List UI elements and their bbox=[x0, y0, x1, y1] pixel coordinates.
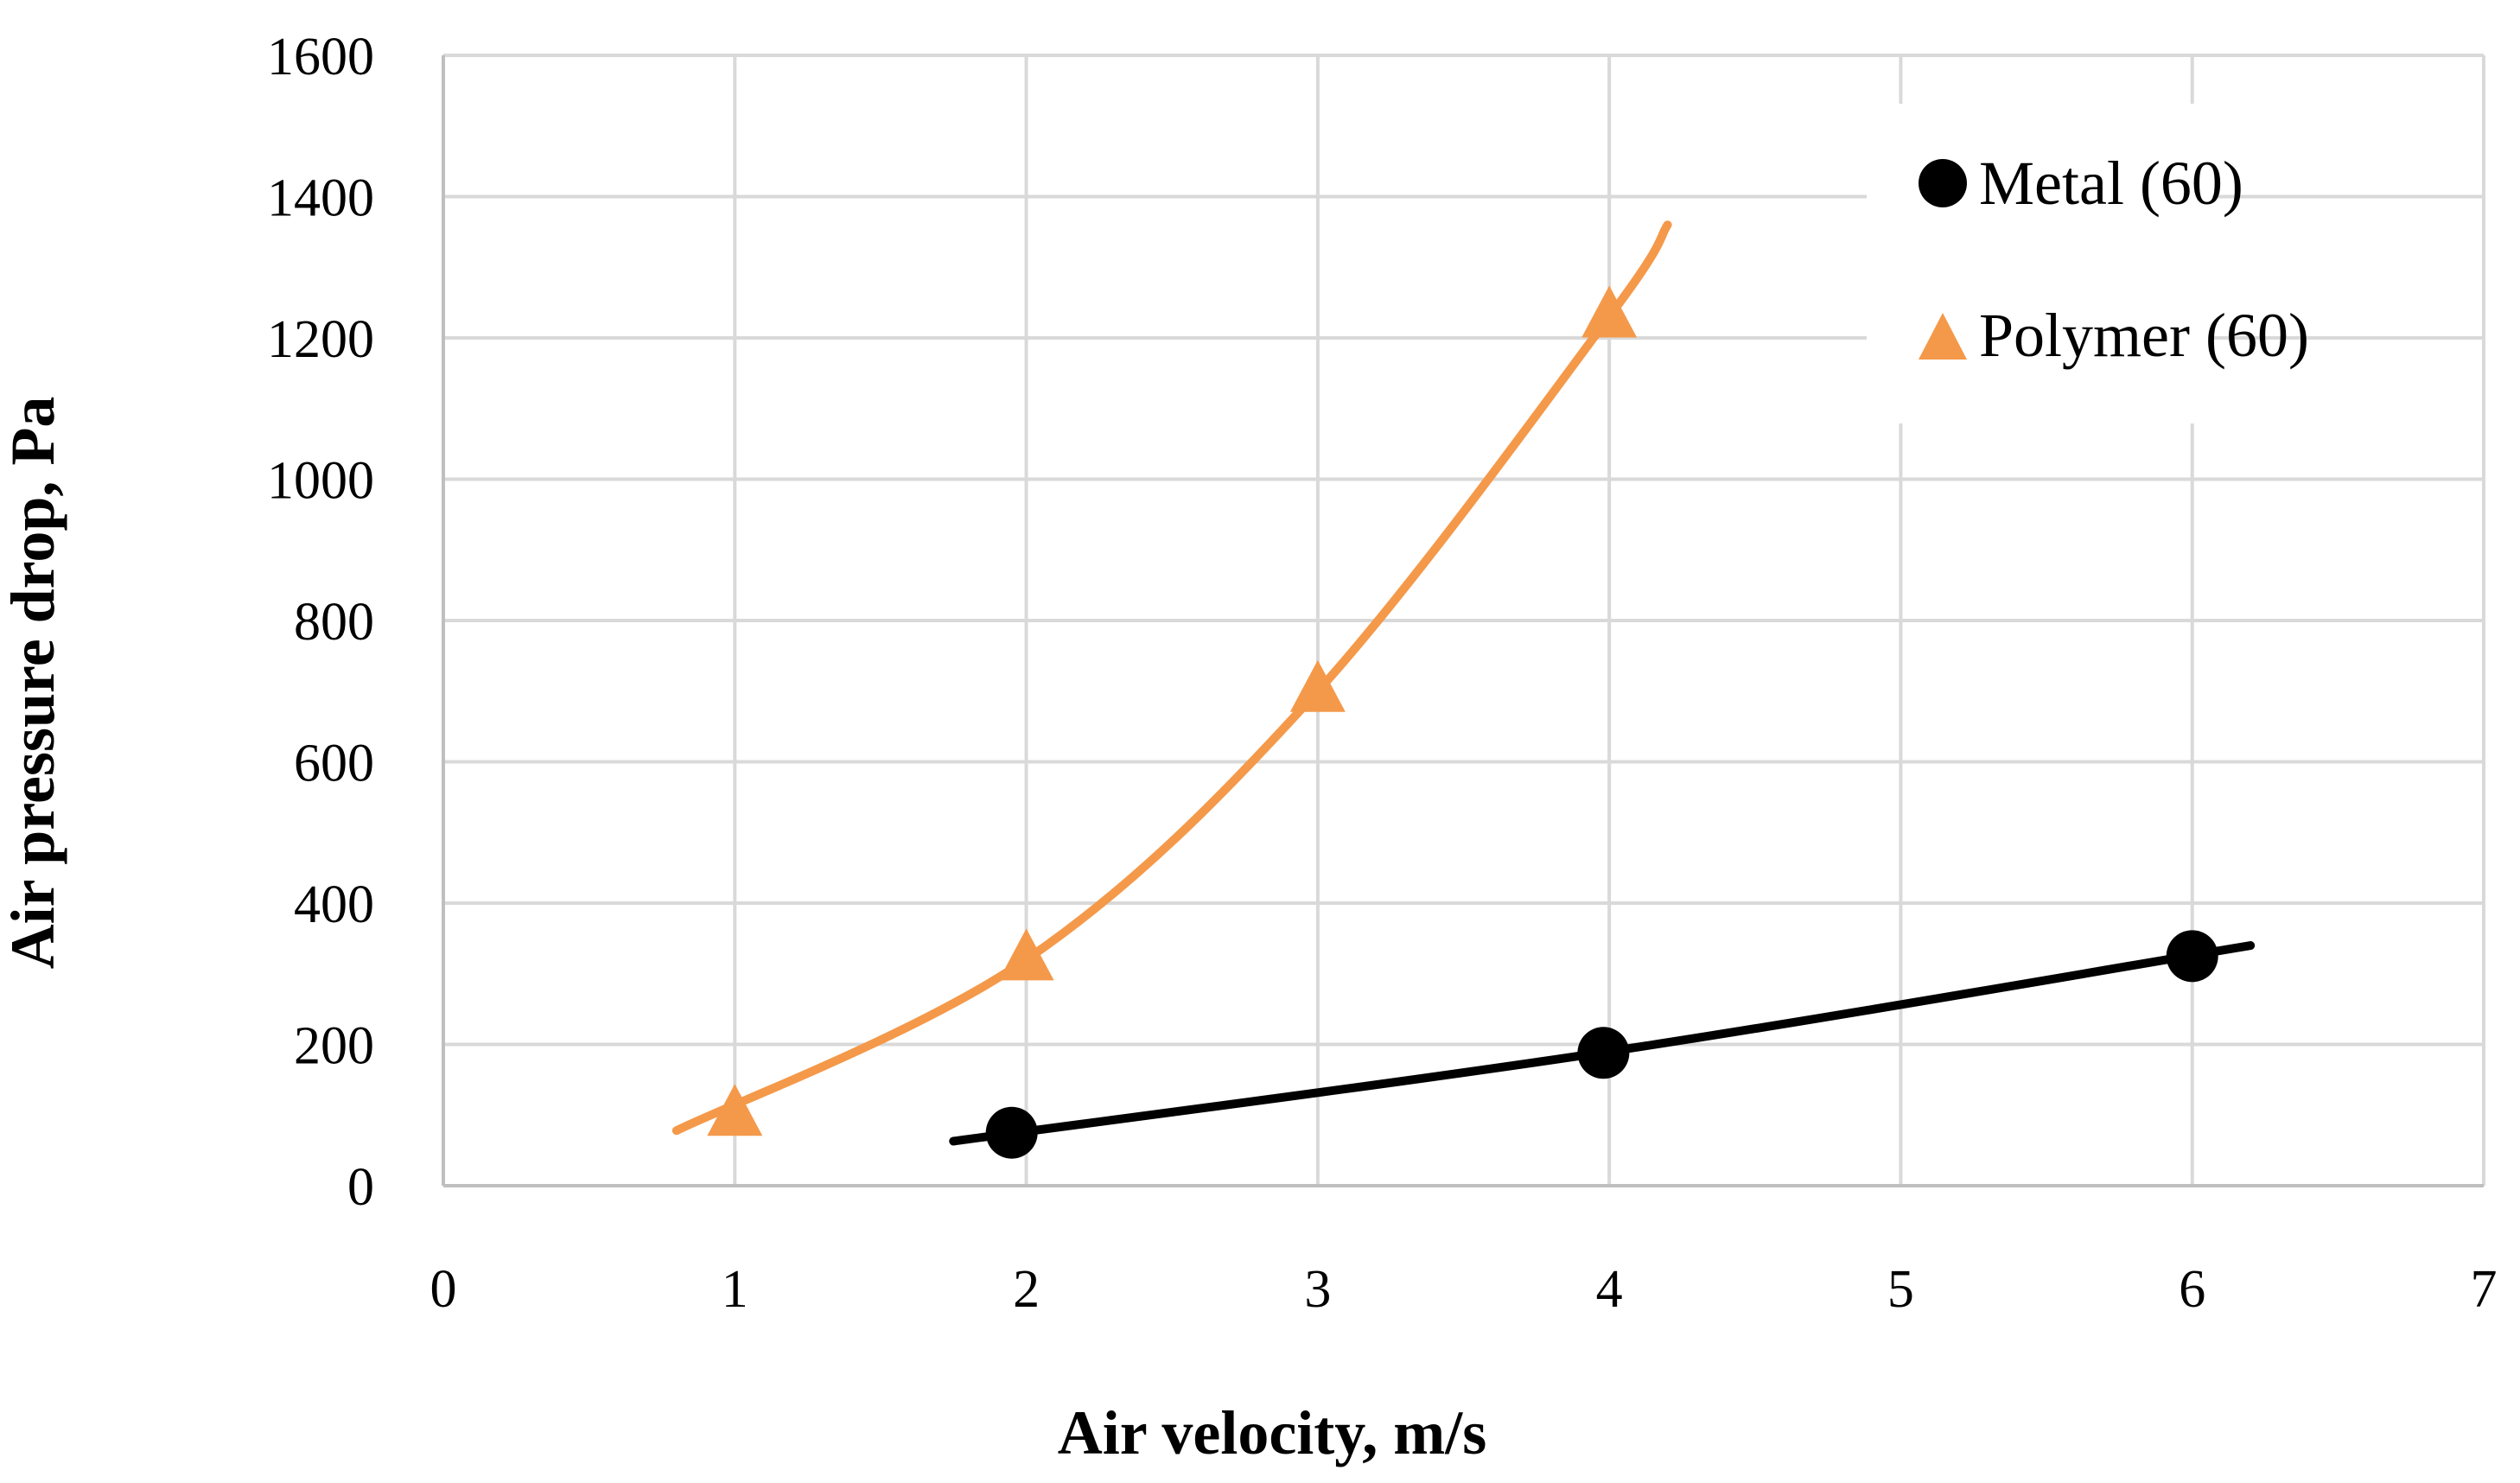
x-tick-label: 7 bbox=[2471, 1260, 2498, 1319]
y-tick-label: 1600 bbox=[267, 28, 374, 86]
x-tick-label: 1 bbox=[722, 1260, 748, 1319]
y-tick-label: 200 bbox=[294, 1017, 374, 1076]
y-tick-label: 600 bbox=[294, 735, 374, 793]
y-tick-label: 1400 bbox=[267, 169, 374, 228]
x-tick-label: 0 bbox=[430, 1260, 457, 1319]
x-axis-title: Air velocity, m/s bbox=[1058, 1398, 1487, 1467]
y-tick-label: 0 bbox=[347, 1158, 374, 1217]
x-tick-label: 5 bbox=[1887, 1260, 1914, 1319]
x-tick-label: 4 bbox=[1596, 1260, 1623, 1319]
x-tick-label: 6 bbox=[2179, 1260, 2205, 1319]
point-metal bbox=[1577, 1027, 1630, 1079]
x-tick-label: 3 bbox=[1304, 1260, 1331, 1319]
y-tick-label: 400 bbox=[294, 875, 374, 934]
point-polymer bbox=[1289, 659, 1346, 712]
y-axis-title: Air pressure drop, Pa bbox=[0, 397, 67, 970]
legend-marker-metal bbox=[1919, 159, 1967, 207]
x-tick-label: 2 bbox=[1013, 1260, 1040, 1319]
gridlines bbox=[443, 54, 2485, 1186]
legend-background bbox=[1867, 104, 2212, 423]
trendline-polymer bbox=[671, 220, 1672, 1136]
point-polymer bbox=[998, 928, 1054, 981]
y-tick-label: 800 bbox=[294, 593, 374, 652]
legend-label-polymer: Polymer (60) bbox=[1979, 301, 2309, 370]
y-tick-label: 1000 bbox=[267, 452, 374, 511]
tick-labels: 0 200 400 600 800 1000 1200 1400 1600 0 1 2 3 4 5 6 7 bbox=[267, 28, 2498, 1319]
point-polymer bbox=[1581, 285, 1638, 338]
legend-label-metal: Metal (60) bbox=[1979, 149, 2243, 218]
point-metal bbox=[985, 1106, 1038, 1159]
legend-marker-polymer bbox=[1919, 313, 1967, 360]
point-polymer bbox=[707, 1084, 763, 1136]
data-points bbox=[707, 285, 2218, 1159]
axes bbox=[442, 55, 2484, 1187]
point-metal bbox=[2166, 930, 2218, 983]
y-tick-label: 1200 bbox=[267, 310, 374, 369]
legend: Metal (60) Polymer (60) bbox=[1867, 104, 2309, 423]
